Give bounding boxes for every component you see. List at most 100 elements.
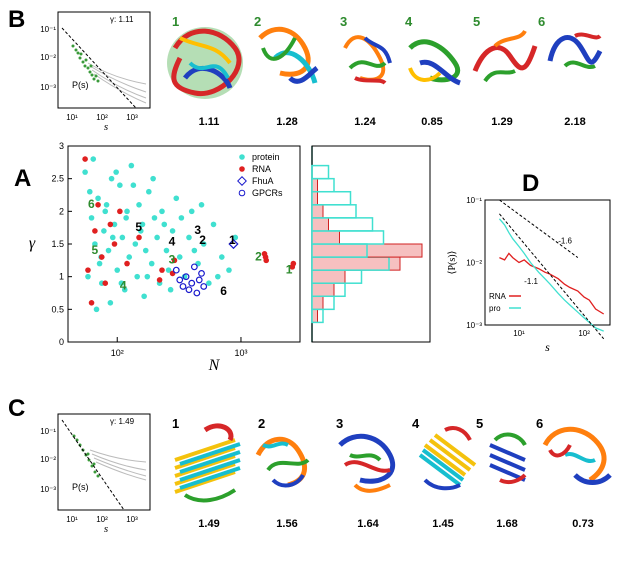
structure-index: 1 bbox=[172, 14, 180, 29]
gpcr-point bbox=[176, 276, 184, 284]
rna-structure-4-image bbox=[408, 39, 462, 86]
protein-point bbox=[150, 175, 156, 182]
x-tick-label: 10² bbox=[111, 348, 124, 358]
point-annotation: 1 bbox=[286, 262, 293, 276]
fhua-point bbox=[228, 238, 239, 250]
structure-gamma: 2.18 bbox=[564, 116, 586, 128]
histogram-rna-bar bbox=[311, 269, 346, 284]
protein-structure-2-image bbox=[255, 436, 310, 488]
y-axis-label: ⟨P(s)⟩ bbox=[447, 250, 458, 274]
protein-point bbox=[136, 202, 142, 208]
protein-point bbox=[146, 188, 152, 195]
point-annotation: 6 bbox=[88, 197, 95, 211]
protein-point bbox=[128, 162, 135, 169]
histogram-rna-bar bbox=[311, 282, 335, 297]
slope-annotation: -1.1 bbox=[524, 277, 538, 286]
histogram-rna-bar bbox=[311, 230, 340, 245]
structure-index: 3 bbox=[340, 14, 348, 29]
protein-point bbox=[137, 228, 144, 234]
structure-index: 4 bbox=[405, 14, 413, 29]
protein-point bbox=[101, 228, 107, 234]
protein-point bbox=[132, 241, 139, 247]
protein-point bbox=[165, 267, 172, 273]
protein-point bbox=[144, 273, 151, 280]
protein-point bbox=[114, 267, 121, 273]
protein-point bbox=[105, 247, 112, 254]
ytick-label: 10⁻² bbox=[40, 455, 56, 464]
rna-structure-5-image bbox=[472, 29, 538, 83]
x-axis-label: s bbox=[545, 340, 550, 354]
panel-label-d: D bbox=[522, 170, 540, 197]
histogram-rna-bar bbox=[311, 308, 318, 323]
protein-point bbox=[109, 234, 116, 241]
legend-ps: P(s) bbox=[72, 482, 89, 492]
protein-point bbox=[121, 286, 128, 293]
protein-point bbox=[124, 208, 130, 215]
structure-index: 2 bbox=[254, 14, 262, 29]
protein-point bbox=[206, 280, 212, 286]
legend-label: RNA bbox=[252, 164, 271, 174]
histogram-rna-bar bbox=[311, 204, 324, 219]
legend-label: RNA bbox=[489, 292, 507, 301]
protein-point bbox=[188, 208, 195, 215]
legend-marker bbox=[239, 166, 245, 172]
reference-line bbox=[499, 213, 605, 340]
structure-gamma: 1.24 bbox=[354, 116, 376, 128]
protein-point bbox=[173, 195, 180, 202]
panel-b-ps-plot: 10⁻¹ 10⁻² 10⁻³ 10¹ 10² 10³ s γ: 1.11 P(s… bbox=[40, 11, 151, 130]
protein-point bbox=[126, 254, 133, 260]
xtick-label: 10³ bbox=[126, 515, 138, 524]
xtick-label: 10¹ bbox=[66, 515, 78, 524]
structure-index: 5 bbox=[473, 14, 481, 29]
y-axis-label: γ bbox=[29, 235, 36, 252]
histogram-rna-bar bbox=[311, 178, 318, 193]
protein-point bbox=[163, 247, 170, 254]
histogram-rna-bar bbox=[311, 256, 401, 271]
structure-gamma: 0.73 bbox=[572, 518, 594, 530]
protein-point bbox=[130, 182, 137, 188]
gpcr-point bbox=[200, 283, 208, 290]
rna-structure-1-image bbox=[167, 27, 243, 99]
legend-label: protein bbox=[252, 152, 280, 162]
protein-point bbox=[154, 234, 160, 241]
panel-d-line-plot: 10⁻¹ 10⁻² 10⁻³ 10¹ 10² s ⟨P(s)⟩ -1.6 -1.1 RNA pro bbox=[447, 196, 611, 354]
protein-point bbox=[198, 202, 205, 208]
rna-series-line bbox=[499, 252, 605, 315]
protein-point bbox=[111, 221, 118, 228]
protein-point bbox=[176, 254, 183, 260]
protein-point bbox=[151, 215, 158, 221]
rna-point bbox=[98, 254, 105, 260]
protein-point bbox=[113, 169, 119, 175]
x-axis-label: s bbox=[104, 121, 108, 130]
protein-series-line bbox=[498, 218, 604, 332]
xtick-label: 10³ bbox=[126, 113, 138, 122]
rna-point bbox=[92, 228, 98, 234]
y-tick-label: 3 bbox=[59, 141, 64, 151]
histogram-rna-bar bbox=[311, 191, 318, 206]
rna-point bbox=[159, 267, 165, 273]
protein-point bbox=[226, 267, 232, 273]
point-annotation: 3 bbox=[194, 223, 201, 237]
structure-index: 1 bbox=[172, 416, 180, 431]
histogram-protein-bar bbox=[311, 164, 330, 180]
rna-point bbox=[263, 257, 270, 264]
xtick-label: 10² bbox=[96, 113, 108, 122]
protein-point bbox=[82, 169, 88, 175]
protein-point bbox=[200, 241, 207, 247]
protein-point bbox=[169, 228, 176, 234]
y-tick-label: 0 bbox=[59, 337, 64, 347]
y-tick-label: 1.5 bbox=[51, 239, 64, 249]
x-axis-label: N bbox=[208, 357, 221, 374]
panel-label-c: C bbox=[8, 395, 26, 422]
x-tick-label: 10³ bbox=[234, 348, 247, 358]
protein-point bbox=[107, 300, 114, 306]
point-annotation: 1 bbox=[229, 233, 236, 247]
legend-label: FhuA bbox=[252, 176, 274, 186]
protein-structure-4-image bbox=[418, 426, 477, 491]
legend-gamma: γ: 1.49 bbox=[110, 417, 135, 426]
structure-index: 6 bbox=[536, 416, 544, 431]
protein-point bbox=[102, 208, 109, 215]
structure-gamma: 1.49 bbox=[198, 518, 220, 530]
point-annotation: 4 bbox=[120, 279, 127, 293]
